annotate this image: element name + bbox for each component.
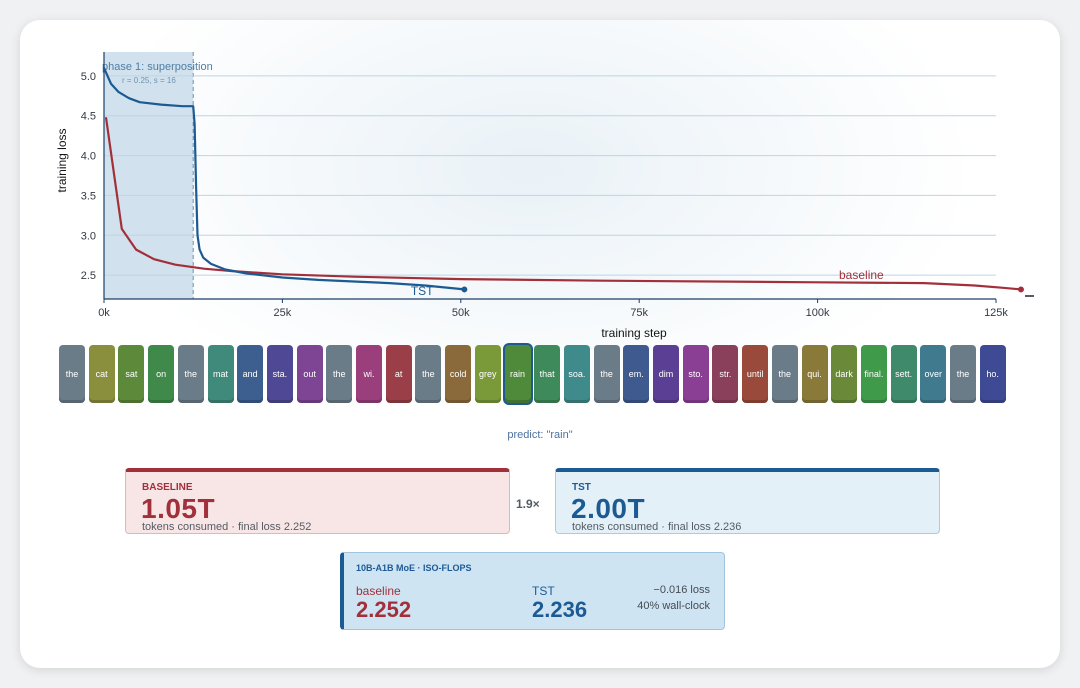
token: sta. [266, 345, 293, 403]
y-tick-label: 4.5 [81, 111, 96, 123]
token: ho. [979, 345, 1006, 403]
token: the [593, 345, 620, 403]
token: over [920, 345, 947, 403]
token: the [415, 345, 442, 403]
summary-card: 10B-A1B MoE · ISO-FLOPS baseline 2.252 T… [340, 552, 725, 630]
token: sto. [682, 345, 709, 403]
series-endpoint-baseline [1017, 286, 1024, 293]
token: the [950, 345, 976, 403]
token: dark [831, 345, 858, 403]
grid-layer [104, 75, 996, 276]
token: em. [623, 345, 650, 403]
token: str. [712, 345, 739, 403]
y-tick-label: 3.5 [81, 190, 96, 202]
baseline-metric-value: 1.05T [141, 493, 216, 524]
series-line-tst [102, 66, 466, 291]
token: grey [474, 345, 501, 403]
token: mat [207, 345, 234, 403]
tst-metric-label: TST [572, 482, 591, 493]
token: out [296, 345, 323, 403]
x-tick-label: 75k [630, 307, 648, 319]
x-axis-label: training step [601, 326, 667, 340]
token: at [385, 345, 412, 403]
series-annotation: TST [411, 284, 434, 298]
token: wi. [356, 345, 382, 403]
phase-sublabel: r = 0.25, s = 16 [122, 76, 176, 85]
token: dim [653, 345, 679, 403]
series-annotation: baseline [839, 268, 884, 282]
summary-delta-wallclock: 40% wall-clock [637, 600, 710, 612]
token: final. [860, 345, 887, 403]
token: that [534, 345, 561, 403]
loss-chart: phase 1: superposition r = 0.25, s = 16 2… [55, 52, 1034, 340]
tst-metric-sub: tokens consumed · final loss 2.236 [572, 521, 742, 533]
series-layer [102, 66, 1024, 293]
x-tick-label: 50k [452, 307, 470, 319]
token: cold [445, 345, 472, 403]
token: cat [88, 345, 115, 403]
summary-baseline-label: baseline [356, 584, 401, 598]
y-tick-label: 5.0 [81, 71, 96, 83]
series-endpoint-tst [461, 286, 468, 293]
y-tick-label: 4.0 [81, 151, 96, 163]
axis-layer: 2.5 3.0 3.5 4.0 4.5 5.0 0k 25k 50k 75k 100k 125k tra… [55, 52, 1008, 340]
figure-card: phase 1: superposition r = 0.25, s = 16 2… [20, 20, 1060, 668]
token-target: rain [504, 345, 531, 403]
series-line-baseline [105, 117, 1023, 291]
y-axis-label: training loss [55, 128, 69, 192]
baseline-metric-card: BASELINE 1.05T tokens consumed · final l… [125, 468, 510, 534]
label-layer: baseline TST [411, 268, 1034, 298]
phase-label: phase 1: superposition [102, 61, 213, 73]
y-tick-label: 2.5 [81, 270, 96, 282]
token: sat [118, 345, 145, 403]
token: the [177, 345, 204, 403]
x-tick-label: 0k [98, 307, 110, 319]
predict-label: predict: "rain" [507, 429, 573, 441]
token: soa. [563, 345, 590, 403]
phase-region [104, 52, 194, 299]
ratio-label: 1.9× [516, 497, 540, 511]
token: qui. [801, 345, 828, 403]
tst-metric-value: 2.00T [571, 493, 646, 524]
token: the [326, 345, 353, 403]
summary-tst-label: TST [532, 584, 555, 598]
baseline-metric-sub: tokens consumed · final loss 2.252 [142, 521, 312, 533]
tst-metric-card: TST 2.00T tokens consumed · final loss 2… [555, 468, 940, 534]
x-tick-label: 125k [984, 307, 1008, 319]
summary-delta-loss: −0.016 loss [653, 584, 710, 596]
y-tick-label: 3.0 [81, 230, 96, 242]
x-tick-label: 25k [274, 307, 292, 319]
token: the [59, 345, 85, 403]
token: and [237, 345, 264, 403]
token: the [771, 345, 798, 403]
baseline-metric-label: BASELINE [142, 482, 193, 493]
token: on [148, 345, 175, 403]
token-sequence: the cat sat on the mat and sta. out the wi. at the co… [59, 345, 1019, 405]
summary-baseline-value: 2.252 [356, 597, 412, 622]
summary-tst-value: 2.236 [532, 597, 588, 622]
summary-title: 10B-A1B MoE · ISO-FLOPS [356, 563, 472, 573]
token: until [742, 345, 769, 403]
x-tick-label: 100k [806, 307, 830, 319]
token: sett. [890, 345, 917, 403]
